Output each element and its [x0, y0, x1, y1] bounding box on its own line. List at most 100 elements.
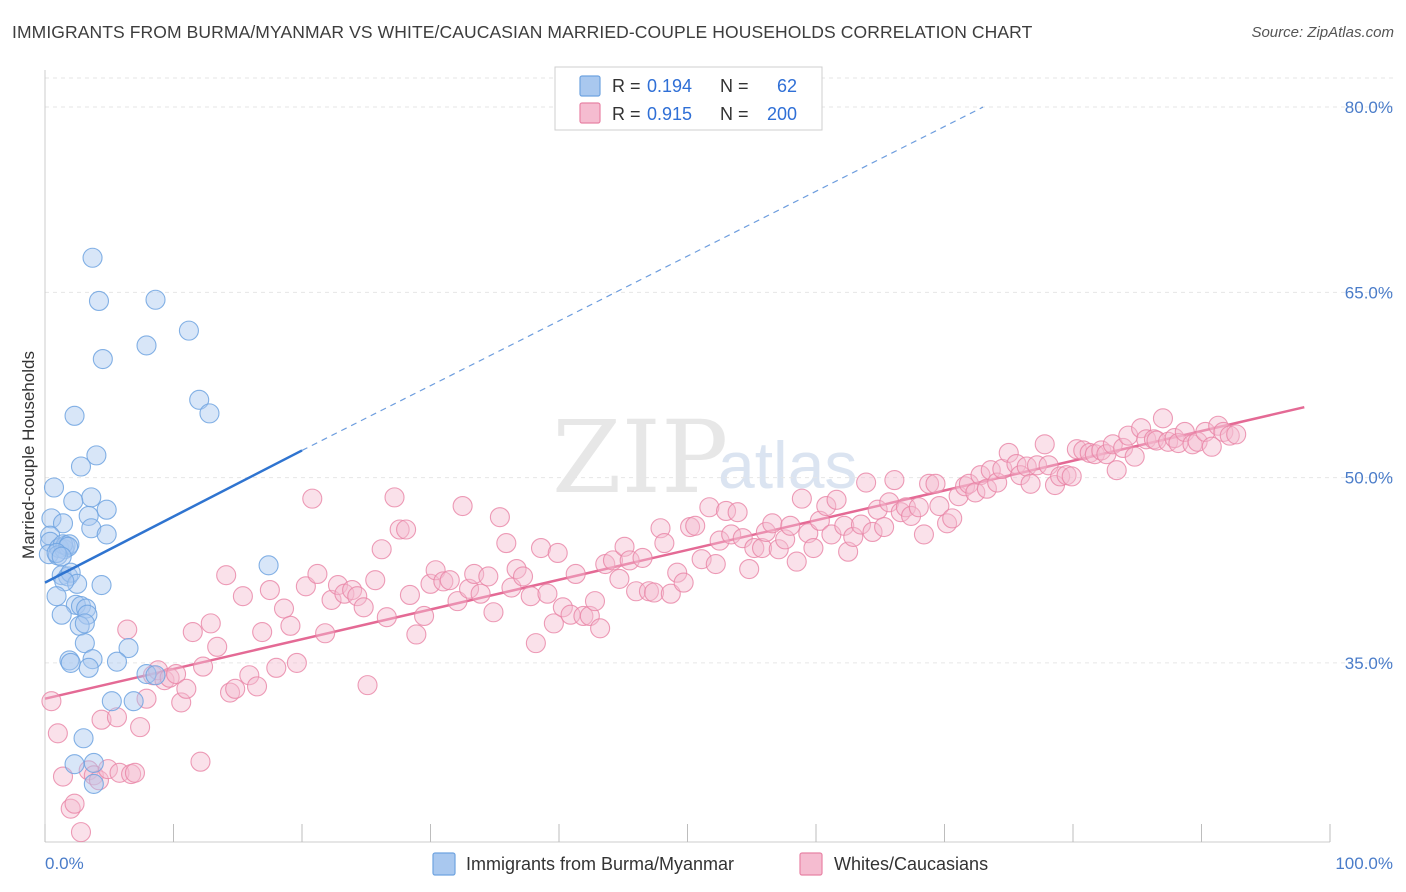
point-burma — [106, 651, 128, 672]
watermark-zip: ZIP — [552, 399, 728, 516]
point-whites — [1084, 444, 1105, 465]
point-whites — [798, 523, 819, 544]
legend-r-value-2: 0.915 — [647, 104, 692, 124]
point-burma — [70, 456, 92, 477]
point-whites — [315, 623, 336, 644]
point-whites — [252, 621, 273, 643]
point-whites — [955, 476, 976, 497]
point-burma — [76, 598, 97, 619]
point-whites — [216, 565, 237, 586]
point-whites — [780, 515, 801, 536]
point-burma — [101, 691, 122, 712]
point-whites — [1016, 456, 1037, 477]
point-whites — [913, 524, 934, 545]
point-burma — [78, 657, 99, 678]
point-whites — [52, 766, 74, 787]
point-whites — [929, 495, 950, 517]
point-whites — [744, 537, 765, 559]
point-whites — [619, 550, 640, 571]
point-whites — [1034, 434, 1055, 455]
legend-n-label-2: N = — [720, 104, 749, 124]
point-whites — [259, 579, 280, 601]
point-whites — [458, 578, 480, 599]
point-whites — [232, 586, 253, 607]
point-whites — [307, 563, 328, 585]
point-burma — [189, 389, 210, 410]
point-burma — [145, 289, 166, 310]
point-whites — [171, 692, 192, 713]
point-whites — [908, 497, 929, 518]
point-burma — [78, 505, 99, 526]
point-whites — [376, 607, 397, 628]
point-burma — [96, 499, 117, 520]
point-whites — [552, 597, 573, 618]
point-burma — [96, 524, 117, 545]
point-whites — [489, 507, 510, 528]
point-burma — [74, 633, 95, 654]
point-whites — [1106, 460, 1127, 481]
gridlines — [45, 77, 1393, 664]
point-whites — [295, 576, 316, 597]
trendline-whites — [44, 405, 1305, 700]
point-whites — [768, 539, 789, 560]
point-burma — [81, 487, 102, 508]
point-whites — [856, 472, 877, 493]
point-whites — [1050, 466, 1071, 487]
point-whites — [496, 533, 517, 554]
x-tick-label: 0.0% — [45, 854, 84, 873]
point-whites — [136, 688, 157, 709]
point-whites — [1020, 473, 1041, 494]
point-whites — [414, 605, 435, 627]
point-whites — [1131, 418, 1152, 439]
legend-r-label-2: R = — [612, 104, 641, 124]
y-tick-labels: 35.0% 50.0% 65.0% 80.0% — [1345, 98, 1393, 673]
point-whites — [190, 751, 211, 772]
point-burma — [199, 403, 220, 424]
point-whites — [942, 508, 963, 529]
point-whites — [302, 488, 323, 509]
point-whites — [483, 602, 504, 623]
legend-r-label-1: R = — [612, 76, 641, 96]
point-whites — [1219, 425, 1240, 446]
point-whites — [709, 530, 730, 551]
point-whites — [130, 717, 151, 738]
point-whites — [614, 536, 635, 557]
series-burma-points — [38, 247, 279, 794]
point-whites — [64, 793, 85, 814]
point-whites — [987, 472, 1008, 493]
point-whites — [117, 619, 138, 640]
point-whites — [1226, 424, 1247, 445]
point-burma — [73, 728, 94, 749]
point-whites — [602, 550, 624, 571]
point-burma — [91, 575, 112, 596]
point-whites — [685, 515, 706, 536]
point-whites — [1102, 434, 1123, 455]
point-whites — [452, 495, 473, 517]
point-whites — [273, 598, 295, 619]
point-whites — [420, 573, 441, 594]
x-tick-label: 100.0% — [1335, 854, 1393, 873]
series-legend: Immigrants from Burma/Myanmar Whites/Cau… — [432, 852, 988, 876]
point-whites — [565, 563, 586, 585]
point-whites — [124, 762, 145, 783]
x-tick-labels: 0.0% 100.0% — [45, 854, 1393, 873]
point-burma — [118, 638, 139, 659]
point-whites — [791, 488, 812, 509]
point-whites — [91, 709, 112, 730]
point-whites — [644, 582, 665, 603]
point-whites — [537, 583, 558, 604]
point-whites — [246, 676, 268, 697]
point-whites — [884, 470, 905, 491]
legend-swatch-whites — [579, 102, 601, 124]
point-burma — [63, 491, 84, 512]
point-whites — [470, 583, 491, 604]
point-burma — [64, 405, 85, 426]
point-whites — [721, 524, 742, 545]
point-whites — [803, 537, 824, 559]
point-whites — [520, 586, 541, 607]
point-whites — [384, 487, 405, 508]
point-whites — [838, 541, 859, 562]
point-whites — [154, 670, 175, 691]
point-whites — [396, 519, 417, 540]
point-burma — [258, 555, 279, 576]
